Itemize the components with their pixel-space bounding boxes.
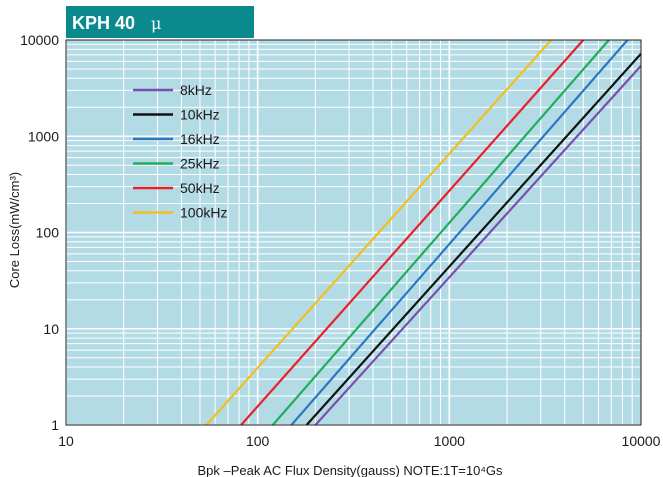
grid-lines [65,40,641,426]
legend-label-10kHz: 10kHz [180,107,220,123]
x-tick-label: 100 [246,433,270,449]
series-line-100kHz [205,39,553,426]
series-line-10kHz [305,52,642,426]
x-axis-label: Bpk –Peak AC Flux Density(gauss) NOTE:1T… [197,463,503,477]
series-line-25kHz [271,39,610,426]
legend-label-25kHz: 25kHz [180,156,220,172]
title-banner [66,6,254,38]
series-line-50kHz [240,39,585,426]
y-tick-label: 10000 [20,32,59,48]
chart-title-symbol: μ [151,14,161,33]
legend-label-8kHz: 8kHz [180,82,212,98]
chart-header: KPH 40 μ [66,6,254,38]
y-tick-label: 1 [51,417,59,433]
x-tick-label: 10 [58,433,74,449]
x-tick-label: 1000 [434,433,465,449]
y-tick-label: 100 [36,225,60,241]
series-line-8kHz [314,65,642,426]
series-lines [205,39,642,426]
y-tick-label: 1000 [28,128,59,144]
legend-label-16kHz: 16kHz [180,131,220,147]
plot-frame [65,39,642,426]
legend-label-50kHz: 50kHz [180,180,220,196]
legend: 8kHz 10kHz 16kHz 25kHz 50kHz 100kHz [133,82,227,221]
x-tick-labels: 10 100 1000 10000 [58,433,660,449]
y-tick-label: 10 [43,321,59,337]
y-tick-labels: 1 10 100 1000 10000 [20,32,59,433]
legend-label-100kHz: 100kHz [180,205,227,221]
x-tick-label: 10000 [622,433,661,449]
chart-title: KPH 40 [72,13,135,33]
series-line-16kHz [290,39,629,426]
y-axis-label: Core Loss(mW/cm³) [7,172,22,288]
